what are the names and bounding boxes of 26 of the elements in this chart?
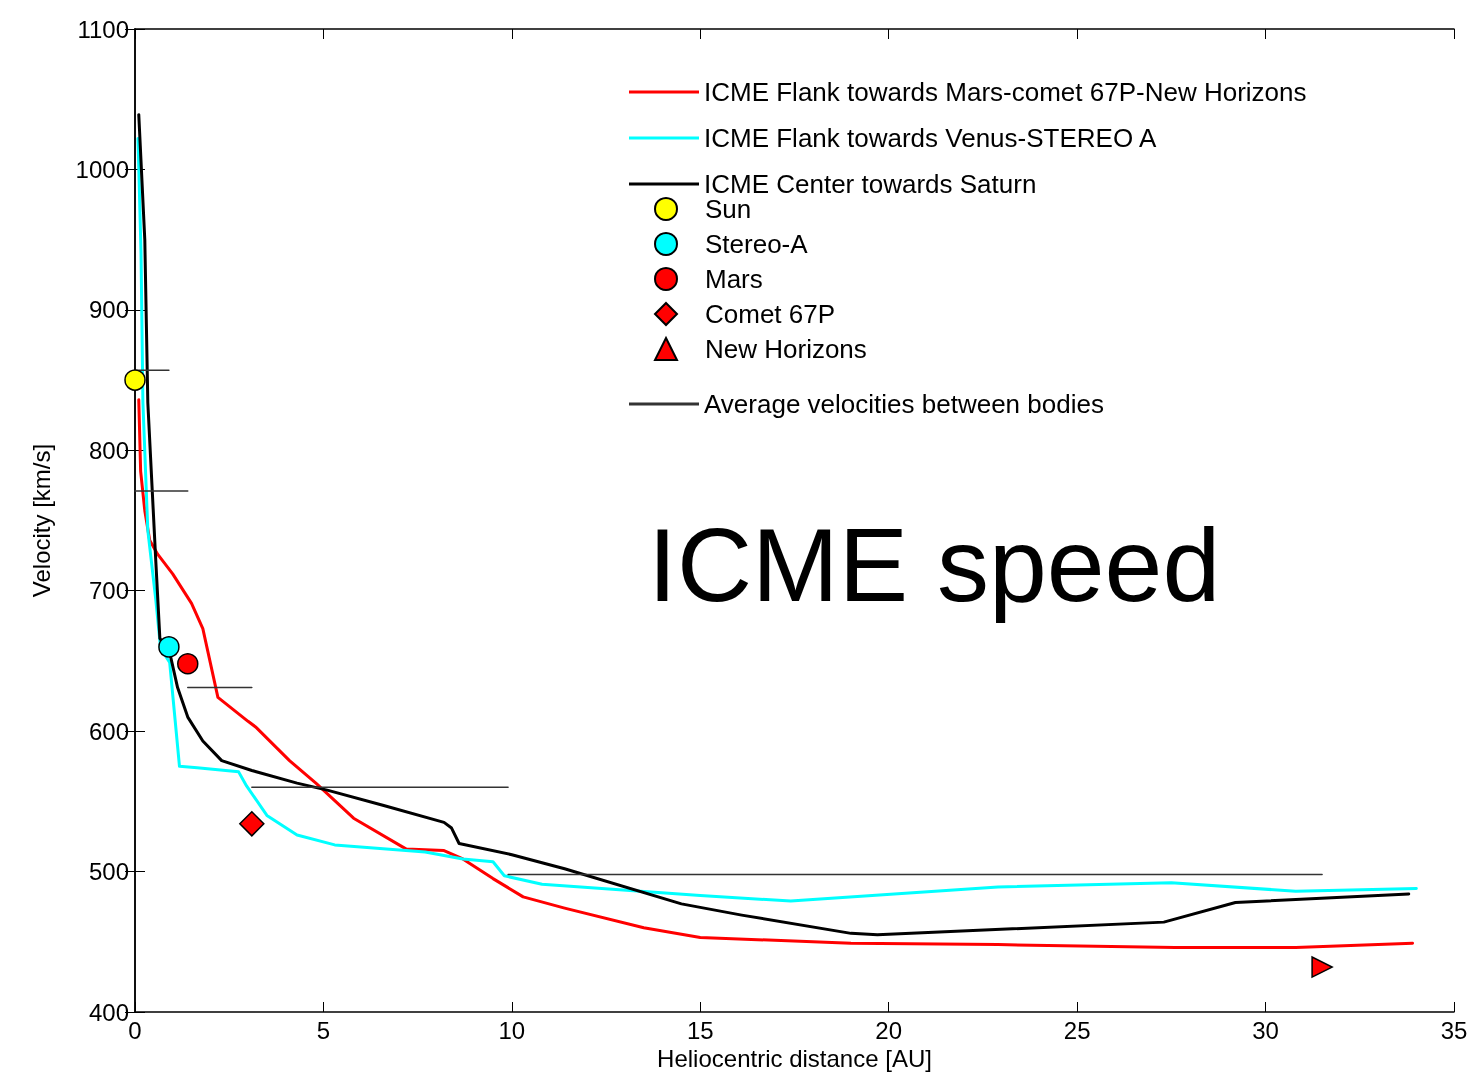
y-tick-label: 500 <box>88 858 129 886</box>
legend-label: Stereo-A <box>705 229 809 259</box>
x-tick-label: 20 <box>875 1016 903 1044</box>
x-tick-label: 25 <box>1063 1016 1091 1044</box>
y-tick-label: 600 <box>88 717 129 745</box>
y-tick-label: 900 <box>88 296 129 324</box>
legend-label: New Horizons <box>705 334 867 364</box>
x-tick-label: 5 <box>316 1016 331 1044</box>
x-tick-label: 10 <box>498 1016 526 1044</box>
y-tick-label: 400 <box>88 998 129 1026</box>
x-axis-title: Heliocentric distance [AU] <box>657 1045 932 1073</box>
y-tick-label: 800 <box>88 436 129 464</box>
x-tick-label: 0 <box>128 1016 142 1044</box>
x-tick-label: 35 <box>1440 1016 1468 1044</box>
legend-label: ICME Flank towards Venus-STEREO A <box>704 123 1157 153</box>
y-tick-label: 1100 <box>77 15 129 43</box>
legend-label: Comet 67P <box>705 299 836 329</box>
y-tick-label: 1000 <box>75 155 129 183</box>
x-tick-label: 15 <box>686 1016 714 1044</box>
y-tick-label: 700 <box>88 577 129 605</box>
annotation: ICME speed <box>648 507 1221 623</box>
y-axis-title: Velocity [km/s] <box>27 443 55 598</box>
legend-label: ICME Flank towards Mars-comet 67P-New Horizons <box>704 77 1307 107</box>
legend-label: Average velocities between bodies <box>704 389 1104 419</box>
legend-label: Mars <box>705 264 763 294</box>
x-tick-label: 30 <box>1252 1016 1279 1044</box>
